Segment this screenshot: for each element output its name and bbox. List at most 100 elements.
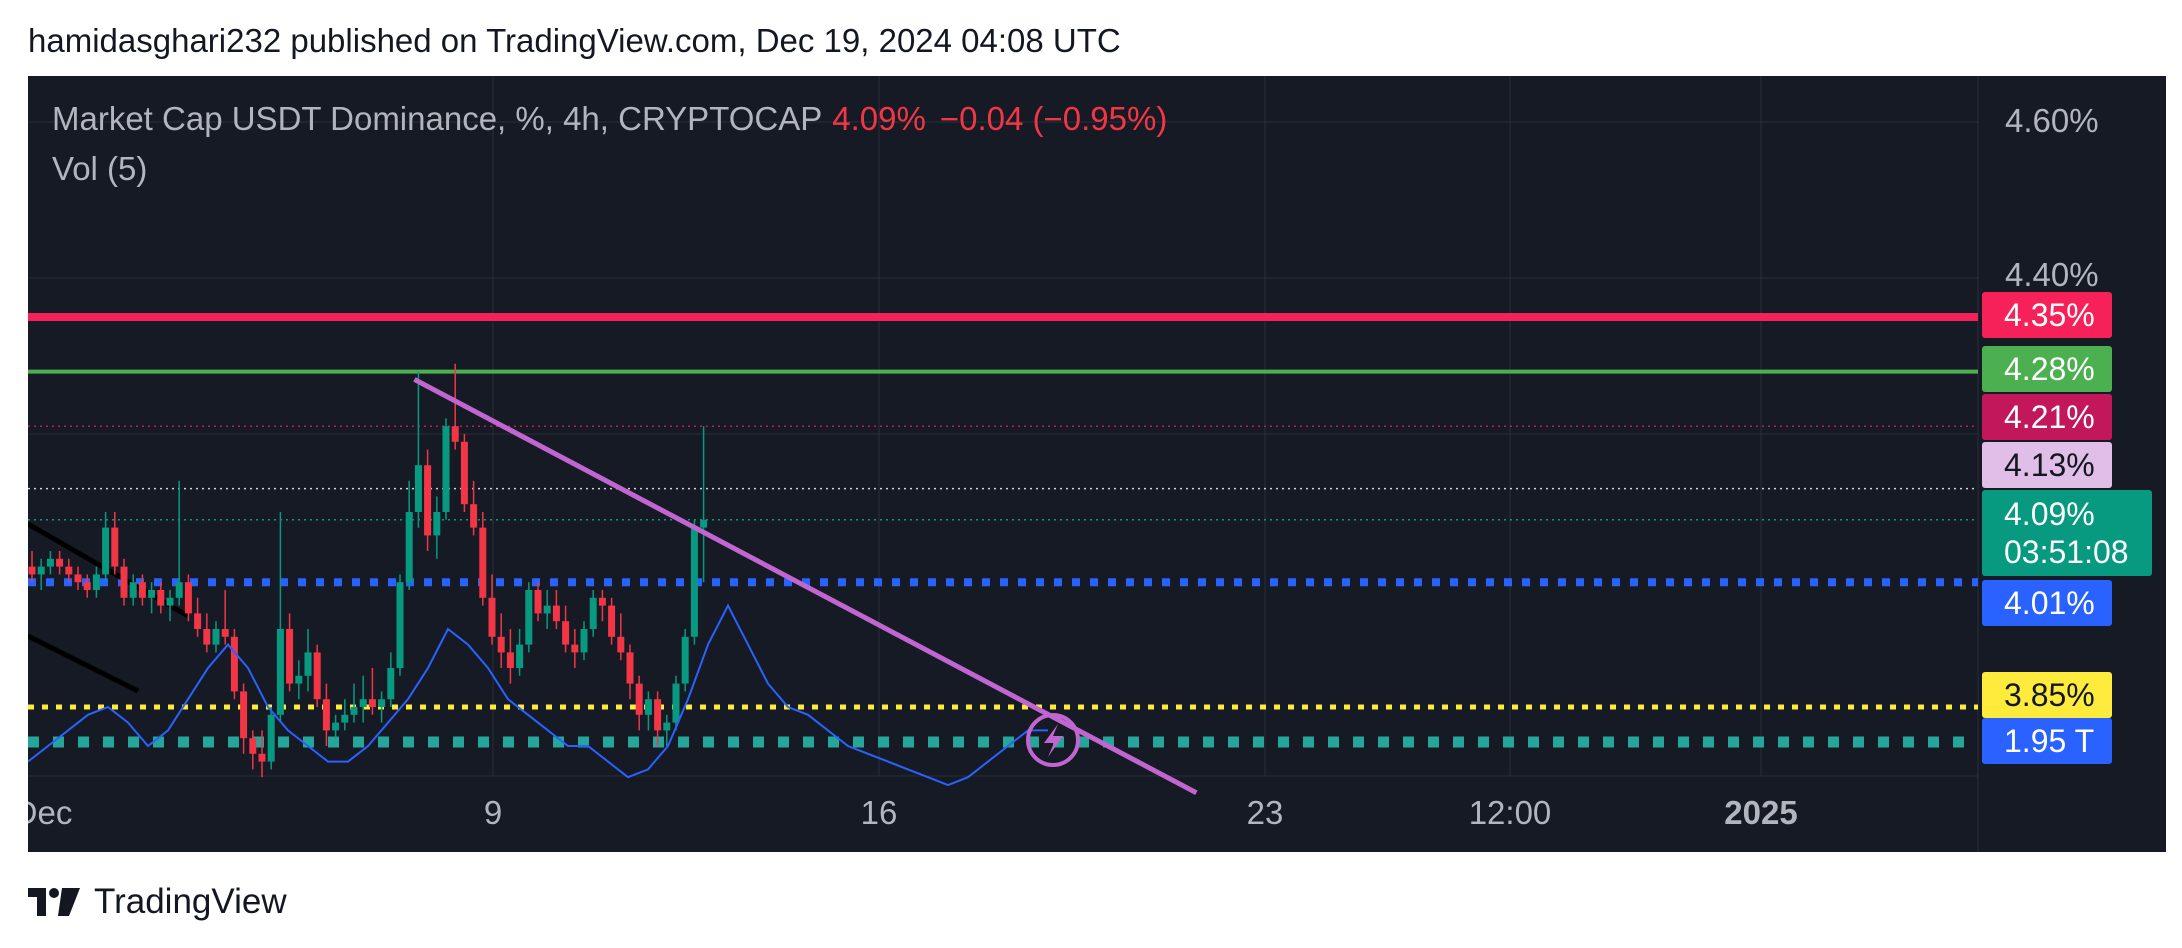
candle-body [304,652,312,676]
candle-body [46,558,54,567]
candle-body [65,566,73,575]
level-badge-428[interactable]: 4.28% [1982,346,2112,392]
candle-body [120,566,128,598]
candle-body [28,566,36,575]
candle-body [700,519,708,528]
candle-body [37,566,45,575]
tradingview-logo-icon [28,888,80,916]
level-badge-421[interactable]: 4.21% [1982,394,2112,440]
candle-body [129,582,137,598]
candle-body [460,441,468,505]
candle-body [516,644,524,668]
lightning-icon [1044,724,1063,757]
volume-ma-line [28,603,1048,787]
candle-body [571,644,579,653]
candle-body [562,621,570,645]
candle-body [635,683,643,715]
level-badge-435[interactable]: 4.35% [1982,292,2112,338]
candle-body [286,629,294,684]
candle-body [295,675,303,684]
current-price-badge[interactable]: 4.09% 03:51:08 [1982,490,2152,576]
bar-countdown: 03:51:08 [2004,534,2129,570]
price-tick: 4.60% [2005,102,2099,139]
candle-body [424,465,432,536]
symbol-title[interactable]: Market Cap USDT Dominance, %, 4h, CRYPTO… [52,100,823,137]
time-tick: 2025 [1724,794,1798,831]
candle-body [230,636,238,692]
candle-body [663,722,671,731]
level-badge-413[interactable]: 4.13% [1982,442,2112,488]
candle-body [350,707,358,715]
candle-body [276,629,284,715]
volume-badge[interactable]: 1.95 T [1982,718,2112,764]
volume-indicator-label[interactable]: Vol (5) [52,150,148,187]
candle-body [258,753,266,762]
candle-body [83,582,91,590]
chart-canvas[interactable] [28,76,2166,852]
publish-caption: hamidasghari232 published on TradingView… [28,22,1121,59]
candle-body [166,597,174,606]
candle-body [387,668,395,700]
level-badge-385[interactable]: 3.85% [1982,672,2112,718]
candle-body [654,699,662,731]
candle-body [138,582,146,598]
candle-body [433,512,441,536]
candle-body [341,714,349,723]
candle-body [332,722,340,731]
candle-body [414,465,422,512]
candle-body [598,597,606,606]
candle-body [690,527,698,637]
candle-body [203,629,211,645]
lightning-circle-icon [1026,713,1080,767]
candle-body [102,527,110,575]
candle-body [405,512,413,583]
candle-body [534,590,542,614]
candle-body [378,699,386,707]
candle-body [249,738,257,754]
candle-body [157,590,165,606]
candle-body [543,605,551,614]
time-tick: Dec [28,794,73,831]
candle-body [451,426,459,442]
candle-body [194,613,202,629]
candle-body [589,597,597,629]
candle-body [525,590,533,645]
candle-body [672,683,680,723]
candle-body [580,629,588,653]
candle-body [488,597,496,637]
candle-body [221,629,229,637]
candle-body [74,574,82,583]
candle-body [644,699,652,715]
candle-body [148,590,156,598]
legend-change: −0.04 (−0.95%) [939,100,1168,137]
candle-body [56,558,64,567]
candle-body [608,605,616,637]
candle-body [552,605,560,622]
candle-body [479,527,487,598]
candle-body [175,582,183,598]
price-tick: 4.40% [2005,256,2099,293]
candle-body [267,714,275,762]
candle-body [470,504,478,528]
brand-name: TradingView [94,882,287,921]
trendline [413,377,1198,796]
candle-body [617,636,625,653]
current-price: 4.09% [2004,496,2095,532]
chart-legend: Market Cap USDT Dominance, %, 4h, CRYPTO… [52,100,1167,188]
black-trendline [28,633,140,694]
candle-body [681,636,689,684]
candle-body [92,574,100,590]
candle-body [506,652,514,668]
footer-brand: TradingView [28,882,287,922]
time-tick: 12:00 [1468,794,1552,831]
legend-price: 4.09% [832,100,926,137]
candle-body [442,426,450,512]
candle-body [322,699,330,731]
level-badge-401[interactable]: 4.01% [1982,580,2112,626]
candle-body [184,582,192,614]
candle-body [212,629,220,645]
time-tick: 9 [483,794,503,831]
chart-panel[interactable]: Market Cap USDT Dominance, %, 4h, CRYPTO… [28,76,2166,852]
candle-body [313,652,321,700]
time-tick: 23 [1246,794,1284,831]
